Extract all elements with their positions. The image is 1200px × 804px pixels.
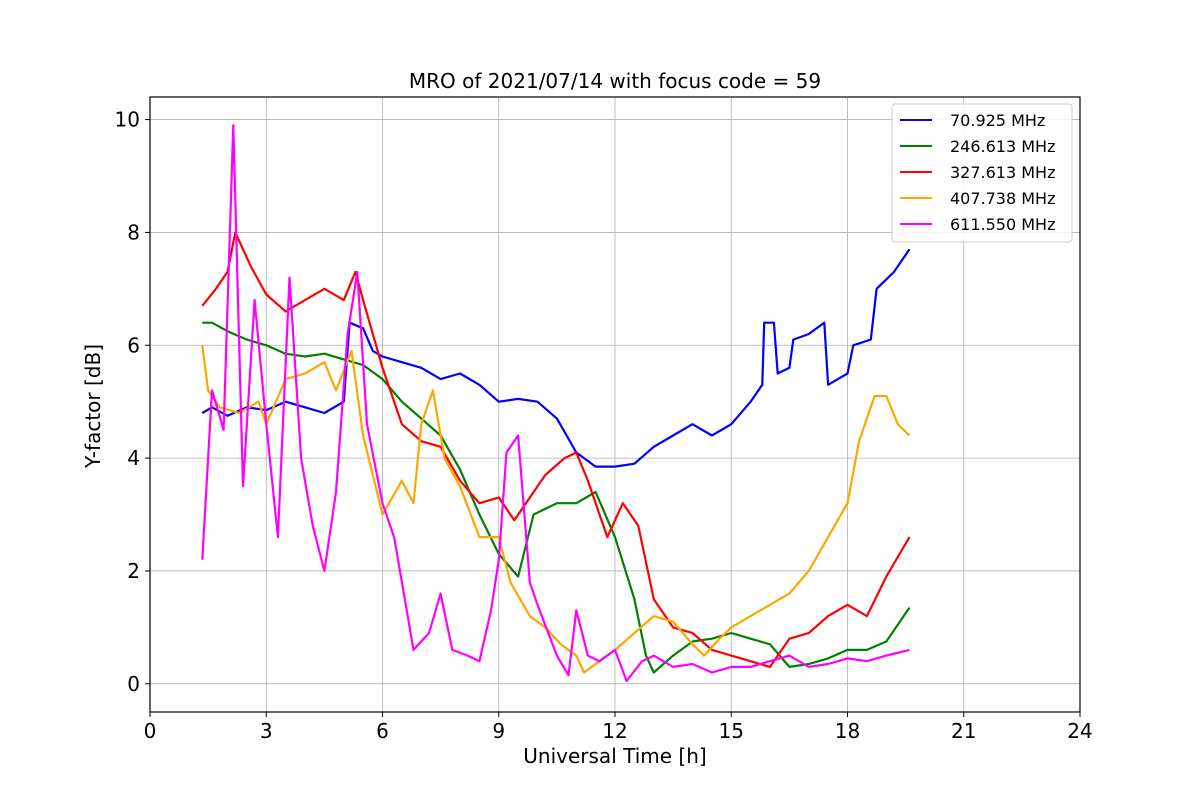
- series-group: [201, 124, 911, 683]
- x-tick-label: 21: [951, 719, 976, 743]
- legend-box: [891, 103, 1073, 243]
- y-tick-label: 6: [127, 333, 140, 357]
- x-tick-label: 12: [602, 719, 627, 743]
- y-tick-label: 0: [127, 672, 140, 696]
- y-tick-label: 10: [115, 108, 140, 132]
- x-tick-label: 15: [719, 719, 744, 743]
- x-tick-label: 24: [1067, 719, 1092, 743]
- legend-label: 327.613 MHz: [950, 163, 1055, 182]
- x-tick-label: 6: [376, 719, 389, 743]
- x-tick-label: 9: [492, 719, 505, 743]
- legend: 70.925 MHz 246.613 MHz 327.613 MHz 407.738 …: [891, 103, 1073, 243]
- y-axis-ticks: 0 2 4 6 8 10: [115, 108, 150, 696]
- y-tick-label: 4: [127, 446, 140, 470]
- x-tick-label: 0: [144, 719, 157, 743]
- series-line-3: [201, 345, 911, 674]
- series-line-2: [201, 231, 911, 668]
- series-line-4: [201, 124, 910, 683]
- x-tick-label: 3: [260, 719, 273, 743]
- series-line-1: [202, 321, 911, 674]
- y-tick-label: 2: [127, 559, 140, 583]
- x-tick-label: 18: [835, 719, 860, 743]
- x-axis-ticks: 0 3 6 9 12 15 18 21 24: [144, 712, 1093, 743]
- legend-label: 246.613 MHz: [950, 137, 1055, 156]
- chart-title: MRO of 2021/07/14 with focus code = 59: [409, 69, 821, 93]
- y-tick-label: 8: [127, 220, 140, 244]
- legend-label: 611.550 MHz: [950, 215, 1055, 234]
- x-axis-label: Universal Time [h]: [523, 744, 706, 768]
- legend-label: 407.738 MHz: [950, 189, 1055, 208]
- series-line-0: [201, 248, 911, 468]
- legend-label: 70.925 MHz: [950, 111, 1045, 130]
- y-axis-label: Y-factor [dB]: [81, 344, 105, 469]
